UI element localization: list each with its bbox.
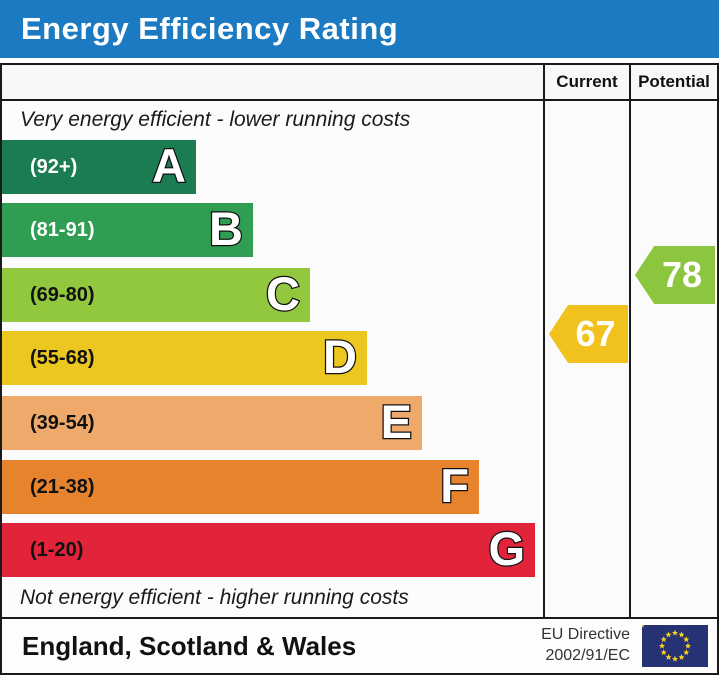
column-header-potential: Potential — [631, 65, 717, 99]
band-f-letter: F — [439, 459, 470, 513]
eu-directive-label: EU Directive 2002/91/EC — [541, 625, 630, 667]
potential-rating-value: 78 — [661, 254, 703, 295]
eu-flag-icon — [642, 625, 708, 667]
band-g: (1-20) G — [2, 523, 535, 577]
current-rating-value: 67 — [575, 313, 616, 354]
eu-directive-line1: EU Directive — [541, 626, 630, 644]
band-e-letter: E — [379, 395, 413, 449]
footer: England, Scotland & Wales EU Directive 2… — [2, 617, 717, 673]
band-e: (39-54) E — [2, 396, 422, 450]
current-rating-tag: 67 — [549, 305, 628, 363]
band-d: (55-68) D — [2, 331, 367, 385]
band-d-range: (55-68) — [30, 346, 95, 369]
header-cell-chart — [2, 65, 545, 99]
bands-area: Very energy efficient - lower running co… — [2, 101, 545, 617]
potential-column: 78 — [631, 101, 717, 617]
region-label: England, Scotland & Wales — [22, 630, 357, 661]
band-c-letter: C — [265, 267, 301, 321]
rating-table: Current Potential Very energy efficient … — [0, 63, 719, 675]
bottom-note: Not energy efficient - higher running co… — [20, 586, 409, 609]
band-b: (81-91) B — [2, 203, 253, 257]
top-note: Very energy efficient - lower running co… — [20, 108, 411, 131]
band-a: (92+) A — [2, 140, 196, 194]
title-bar: Energy Efficiency Rating — [0, 0, 719, 58]
band-g-range: (1-20) — [30, 538, 84, 561]
band-g-letter: G — [487, 522, 526, 576]
band-d-letter: D — [322, 330, 358, 384]
table-body: Very energy efficient - lower running co… — [2, 101, 717, 617]
column-header-current: Current — [545, 65, 631, 99]
band-f-range: (21-38) — [30, 475, 95, 498]
band-e-range: (39-54) — [30, 411, 95, 434]
eu-directive-line2: 2002/91/EC — [545, 647, 630, 664]
band-c: (69-80) C — [2, 268, 310, 322]
band-c-range: (69-80) — [30, 283, 95, 306]
page-title: Energy Efficiency Rating — [21, 11, 399, 46]
potential-rating-tag: 78 — [635, 246, 715, 304]
table-header: Current Potential — [2, 65, 717, 101]
band-a-range: (92+) — [30, 155, 78, 178]
current-column: 67 — [545, 101, 631, 617]
band-b-range: (81-91) — [30, 218, 95, 241]
band-b-letter: B — [208, 202, 244, 256]
band-a-letter: A — [151, 139, 187, 193]
band-f: (21-38) F — [2, 460, 479, 514]
